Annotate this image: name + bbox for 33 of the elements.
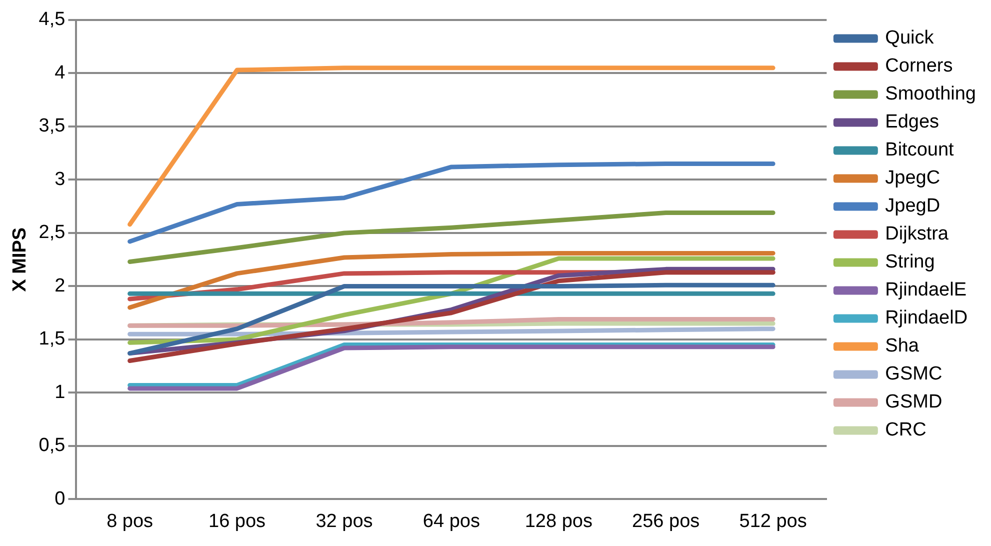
x-tick-label: 64 pos bbox=[422, 510, 480, 532]
x-tick-label: 8 pos bbox=[106, 510, 154, 532]
y-tick-label: 0 bbox=[54, 488, 66, 510]
legend-label: Quick bbox=[885, 28, 934, 49]
legend-label: Corners bbox=[885, 56, 953, 77]
y-tick-label: 2 bbox=[54, 275, 66, 296]
y-tick-label: 0,5 bbox=[38, 435, 66, 456]
y-tick-label: 2,5 bbox=[38, 222, 66, 244]
legend-label: RjindaelD bbox=[885, 308, 968, 329]
x-tick-label: 512 pos bbox=[739, 510, 807, 532]
legend-label: JpegC bbox=[885, 168, 940, 189]
x-tick-label: 256 pos bbox=[632, 510, 700, 532]
legend-label: GSMD bbox=[885, 392, 942, 413]
y-tick-label: 3 bbox=[54, 168, 66, 190]
x-tick-label: 32 pos bbox=[316, 510, 373, 532]
legend-label: GSMC bbox=[885, 364, 942, 385]
y-tick-label: 4,5 bbox=[38, 9, 66, 30]
legend-label: JpegD bbox=[885, 196, 940, 217]
legend-label: Dijkstra bbox=[885, 224, 949, 245]
x-tick-label: 16 pos bbox=[208, 510, 266, 532]
y-tick-label: 1,5 bbox=[38, 328, 66, 350]
y-axis-title: X MIPS bbox=[10, 227, 31, 292]
legend-label: String bbox=[885, 252, 935, 273]
legend-label: RjindaelE bbox=[885, 280, 966, 301]
legend-label: Smoothing bbox=[885, 84, 976, 105]
y-tick-label: 1 bbox=[54, 382, 66, 403]
y-tick-label: 4 bbox=[54, 62, 66, 84]
y-tick-label: 3,5 bbox=[38, 116, 66, 137]
x-tick-label: 128 pos bbox=[524, 510, 592, 532]
legend-label: Sha bbox=[885, 336, 920, 357]
legend-label: Bitcount bbox=[885, 140, 955, 161]
legend-label: Edges bbox=[885, 112, 940, 133]
legend-label: CRC bbox=[885, 420, 926, 441]
